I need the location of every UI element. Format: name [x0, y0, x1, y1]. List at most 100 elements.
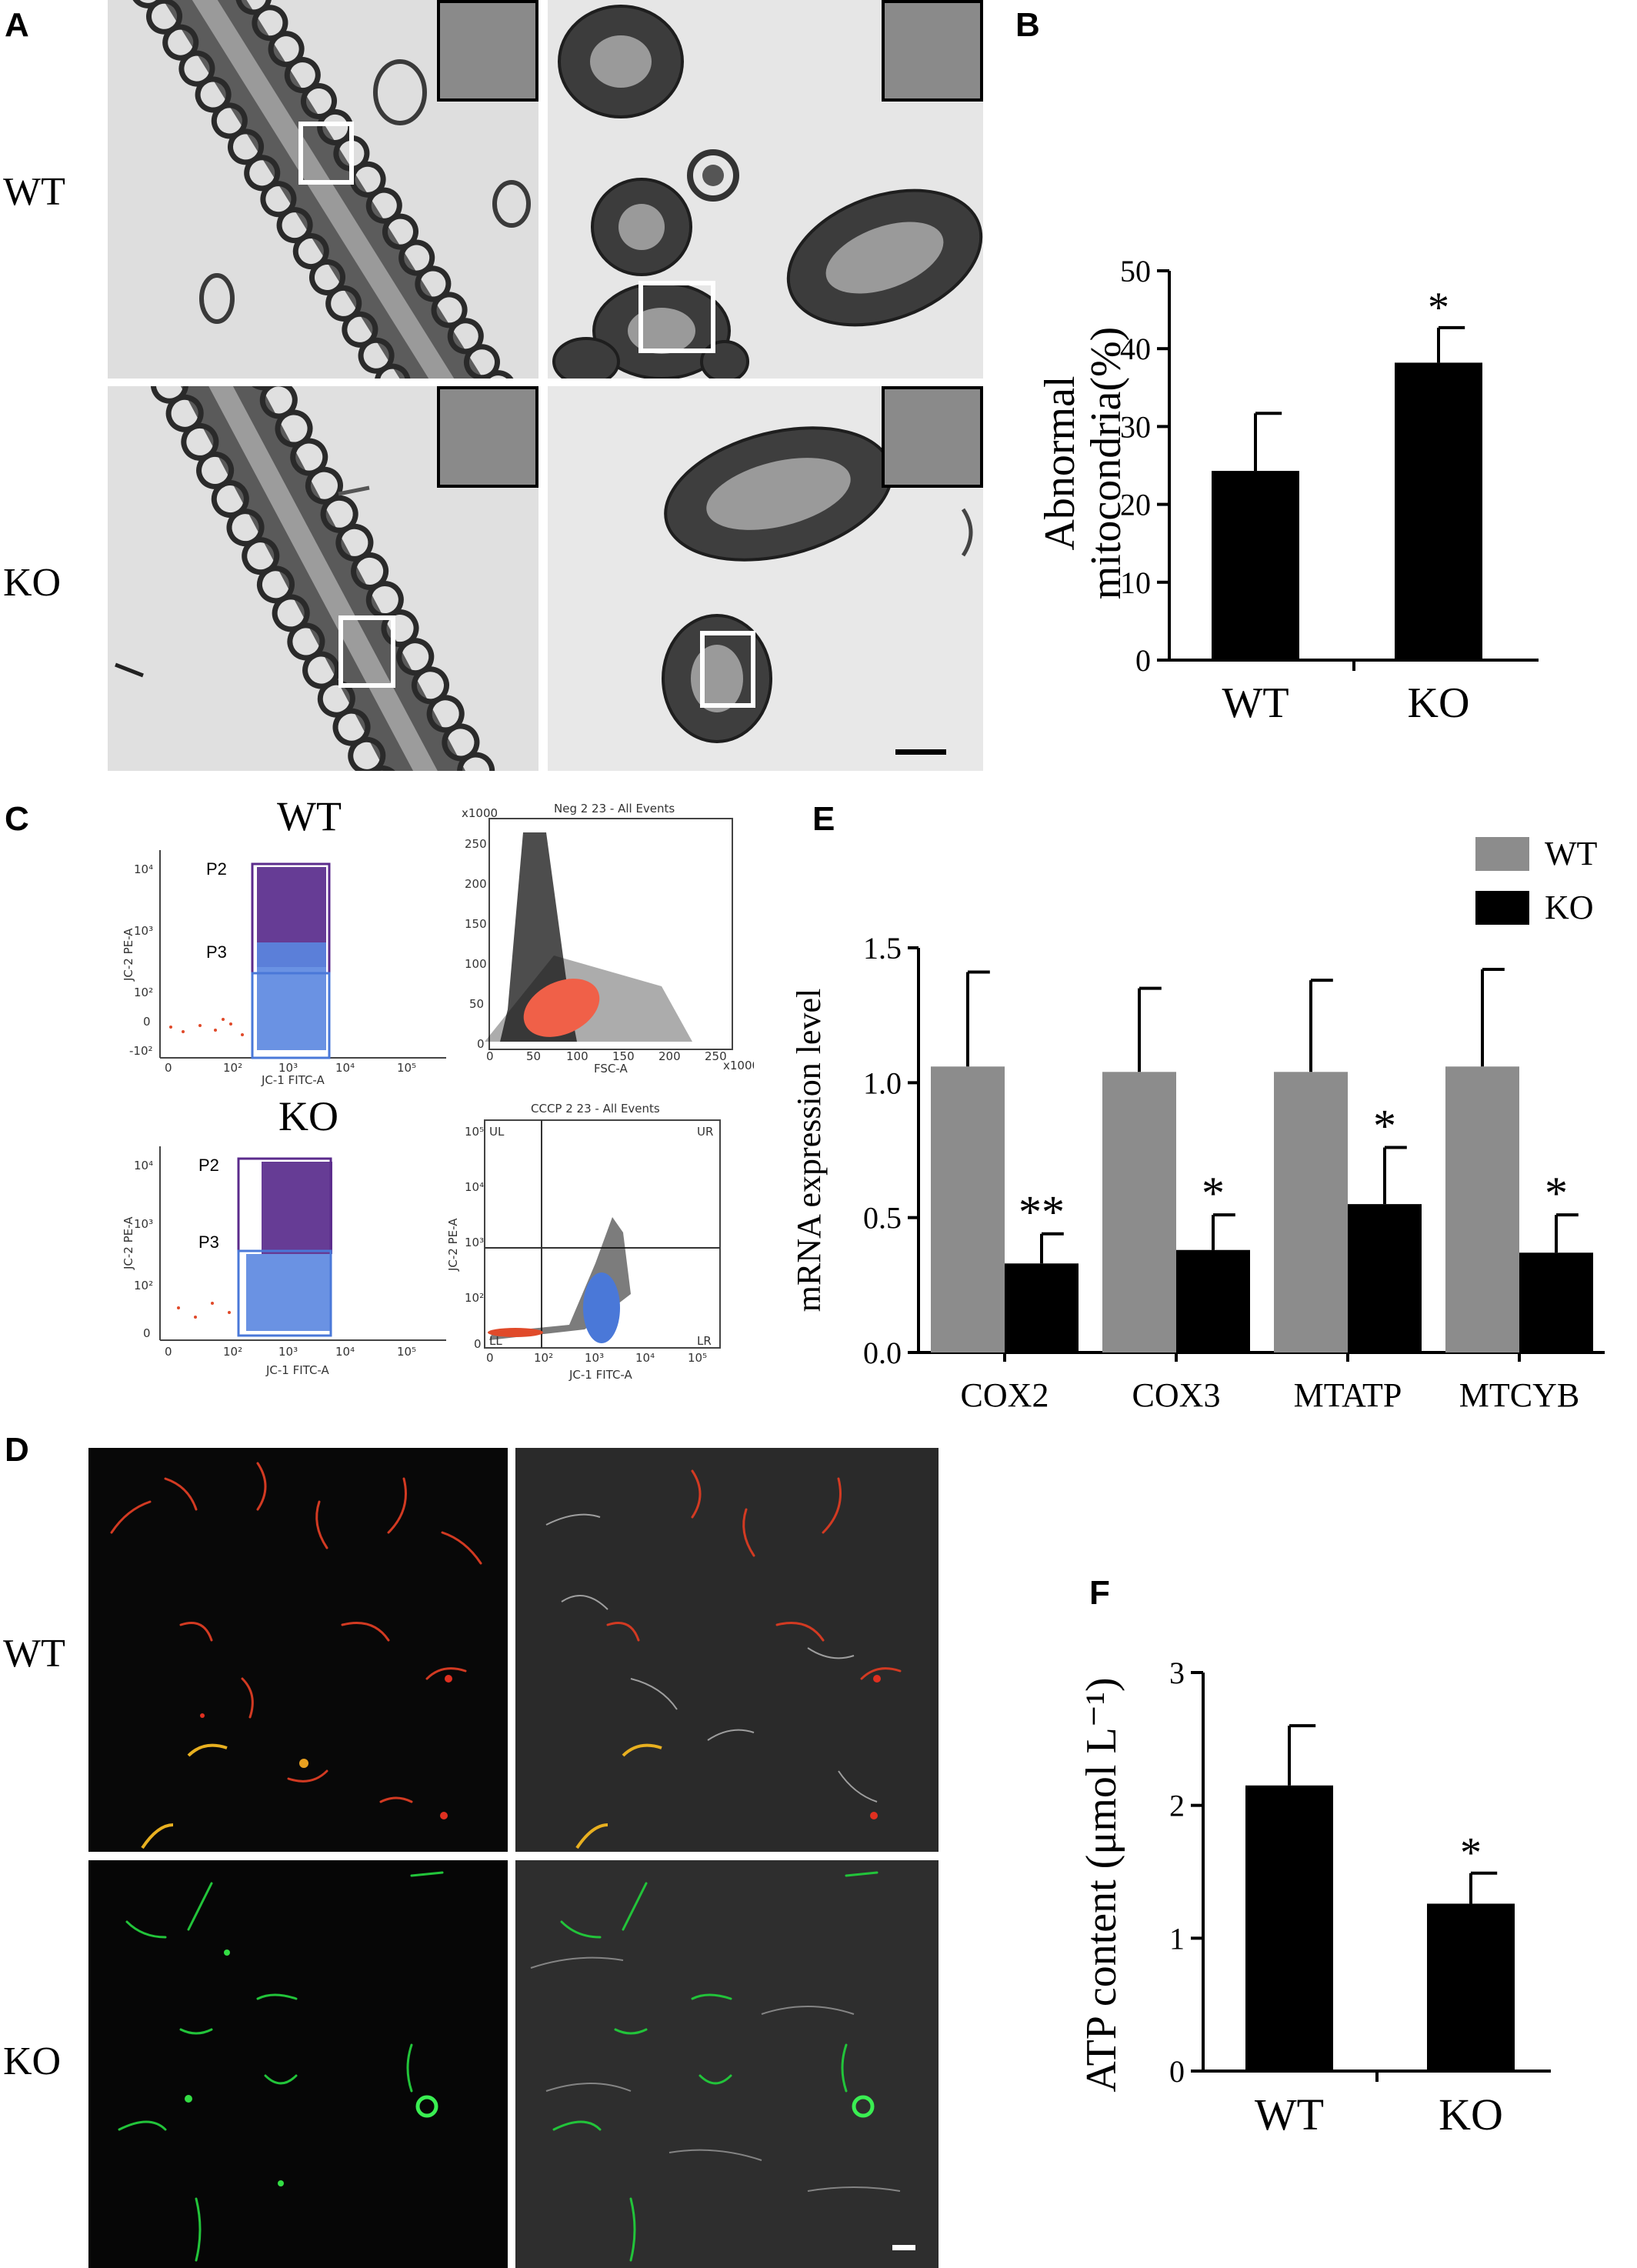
y-tick-label: 0.5	[863, 1201, 902, 1236]
flow-plot-title-cccp: CCCP 2 23 - All Events	[531, 1102, 660, 1116]
y-tick-label: 1.5	[863, 931, 902, 966]
flow-plot-neg-fsc: Neg 2 23 - All Events FSC-A x1000 x1000 …	[462, 802, 754, 1076]
x-tick: 0	[165, 1345, 172, 1359]
y-tick: 10³	[134, 1217, 153, 1231]
y-tick: 10²	[465, 1291, 484, 1305]
y-tick-label: 50	[1120, 254, 1151, 289]
bar	[1348, 1204, 1422, 1352]
x-tick: 10³	[278, 1345, 298, 1359]
fluorescence-merged-image-wt	[515, 1448, 939, 1852]
panel-letter-b: B	[1015, 6, 1040, 44]
y-axis-label: JC-2 PE-A	[446, 1218, 460, 1272]
y-tick: -10²	[129, 1044, 153, 1058]
y-tick-label: 20	[1120, 488, 1151, 522]
gate-label-p3: P3	[198, 1232, 219, 1252]
gate-label-p2: P2	[198, 1156, 219, 1175]
em-selection-box	[700, 631, 755, 708]
y-axis-label: JC-2 PE-A	[122, 928, 135, 982]
x-tick: 10³	[585, 1351, 604, 1365]
bar	[1212, 471, 1299, 660]
significance-marker: *	[1545, 1168, 1568, 1219]
y-tick-label: 10	[1120, 565, 1151, 600]
em-selection-box	[638, 281, 715, 353]
y-tick-label: 1.0	[863, 1066, 902, 1100]
y-tick: 150	[465, 917, 487, 931]
flow-plot-wt-gating: P2 P3 JC-2 PE-A JC-1 FITC-A 0 10² 10³ 10…	[122, 850, 446, 1087]
scale-bar	[892, 2245, 915, 2250]
x-tick: 10⁴	[335, 1345, 355, 1359]
x-tick-label: MTATP	[1294, 1376, 1402, 1414]
y-tick: 10³	[465, 1236, 484, 1249]
x-tick: 10⁴	[335, 1061, 355, 1075]
bar	[1445, 1066, 1519, 1352]
fluorescence-merged-image-ko	[515, 1860, 939, 2268]
y-tick: 10³	[134, 924, 153, 938]
significance-marker: *	[1428, 284, 1449, 332]
x-tick: 10²	[534, 1351, 553, 1365]
panel-letter-c: C	[5, 800, 29, 838]
flow-plot-title-neg: Neg 2 23 - All Events	[554, 802, 675, 815]
panel-letter-e: E	[812, 800, 835, 838]
panel-a-row-label-wt: WT	[3, 170, 65, 214]
x-tick-label: COX3	[1132, 1376, 1221, 1414]
quadrant-label-ul: UL	[489, 1125, 505, 1139]
y-tick: 100	[465, 957, 487, 971]
bar	[1427, 1903, 1515, 2071]
panel-letter-f: F	[1089, 1574, 1110, 1612]
y-axis-label-line-2: mitocondria(%)	[1082, 327, 1130, 600]
x-tick-label: WT	[1255, 2090, 1324, 2140]
x-tick: 100	[566, 1049, 588, 1063]
panel-d-row-label-wt: WT	[3, 1632, 65, 1676]
bar	[1274, 1072, 1348, 1352]
quadrant-label-ur: UR	[697, 1125, 713, 1139]
y-tick-label: 0	[1135, 643, 1151, 678]
x-tick: 10⁵	[397, 1345, 416, 1359]
y-axis-label-line-1: Abnormal	[1036, 375, 1084, 550]
scale-bar	[895, 749, 946, 755]
panel-a-row-label-ko: KO	[3, 561, 62, 605]
y-tick: 200	[465, 877, 487, 891]
x-tick: 50	[526, 1049, 541, 1063]
bar	[1395, 362, 1482, 660]
y-tick: 10²	[134, 986, 153, 999]
y-tick: 0	[143, 1015, 151, 1029]
chart-panel-f: 0 1 2 3 WT * KO ATP content (μmol L⁻¹)	[1078, 1656, 1551, 2140]
y-tick: 10²	[134, 1279, 153, 1292]
flow-plot-cccp-quadrant: CCCP 2 23 - All Events UL UR LL LR JC-2 …	[446, 1102, 721, 1382]
y-tick: 50	[469, 997, 484, 1011]
y-tick: 10⁴	[134, 1159, 153, 1172]
x-tick-label: COX2	[961, 1376, 1049, 1414]
significance-marker: *	[1460, 1829, 1482, 1877]
significance-marker: *	[1373, 1100, 1396, 1151]
y-tick-label: 2	[1169, 1789, 1185, 1823]
gate-label-p3: P3	[206, 942, 227, 962]
x-axis-label: JC-1 FITC-A	[265, 1363, 330, 1377]
y-tick: 10⁴	[465, 1180, 484, 1194]
panel-d-row-label-ko: KO	[3, 2040, 62, 2083]
significance-marker: *	[1202, 1168, 1225, 1219]
x-tick: 150	[612, 1049, 635, 1063]
em-selection-box	[338, 615, 395, 688]
y-tick-label: 1	[1169, 1921, 1185, 1956]
bar	[1176, 1249, 1250, 1352]
y-tick-label: 0.0	[863, 1336, 902, 1370]
x-tick: 10⁴	[635, 1351, 655, 1365]
em-inset-zoom	[882, 386, 983, 488]
y-tick-label: 3	[1169, 1656, 1185, 1690]
y-tick-label: 0	[1169, 2054, 1185, 2089]
x-tick: 10⁵	[397, 1061, 416, 1075]
y-tick: 0	[474, 1337, 482, 1351]
x-tick: 0	[165, 1061, 172, 1075]
x-tick: 200	[658, 1049, 681, 1063]
x-tick-label: KO	[1439, 2090, 1503, 2140]
bar	[931, 1066, 1005, 1352]
x-axis-label: JC-1 FITC-A	[568, 1368, 633, 1382]
x-tick-label: KO	[1408, 679, 1470, 727]
legend-label: WT	[1545, 835, 1598, 872]
em-image-ko-cross-section	[548, 386, 983, 771]
em-image-wt-longitudinal	[108, 0, 538, 379]
x-tick-label: MTCYB	[1459, 1376, 1579, 1414]
bar	[1005, 1263, 1079, 1352]
y-tick-label: 30	[1120, 409, 1151, 444]
em-selection-box	[298, 122, 354, 185]
